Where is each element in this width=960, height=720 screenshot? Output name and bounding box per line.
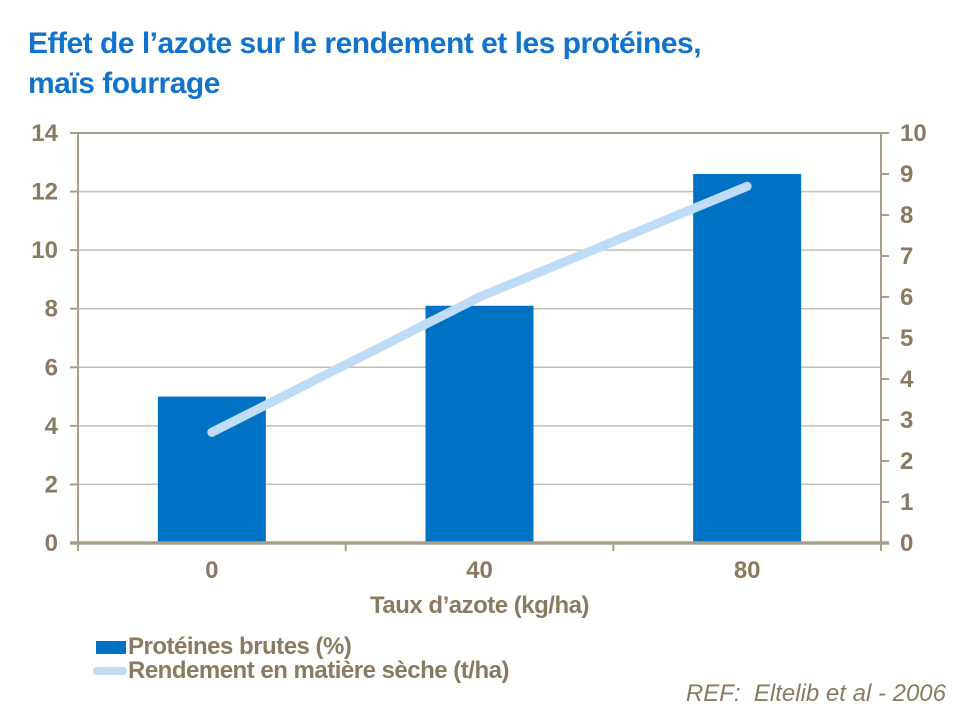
bar-proteines-brutes — [425, 305, 534, 543]
legend-item-proteines: Protéines brutes (%) — [96, 633, 509, 660]
x-axis-tick-label: 0 — [205, 557, 218, 584]
x-axis-tick-label: 40 — [466, 557, 493, 584]
right-axis-tick-label: 7 — [900, 243, 913, 270]
right-axis-tick-label: 0 — [900, 530, 913, 557]
legend: Protéines brutes (%) Rendement en matièr… — [93, 633, 509, 684]
x-axis-title: Taux d’azote (kg/ha) — [370, 592, 589, 619]
left-axis-tick-label: 6 — [45, 354, 58, 381]
legend-bar-swatch — [96, 640, 126, 654]
legend-label-rendement: Rendement en matière sèche (t/ha) — [128, 657, 509, 684]
right-axis-tick-label: 1 — [900, 489, 913, 516]
right-axis-tick-label: 6 — [900, 284, 913, 311]
left-axis-tick-label: 0 — [45, 530, 58, 557]
legend-item-rendement: Rendement en matière sèche (t/ha) — [93, 657, 509, 684]
right-axis-tick-label: 5 — [900, 325, 913, 352]
legend-line-swatch — [93, 667, 127, 675]
chart-title: Effet de l’azote sur le rendement et les… — [28, 24, 702, 104]
left-axis-tick-label: 8 — [45, 296, 58, 323]
rendement-line — [207, 181, 752, 437]
reference-citation: REF: Eltelib et al - 2006 — [685, 680, 946, 707]
chart-title-line-1: Effet de l’azote sur le rendement et les… — [28, 27, 702, 60]
right-axis-tick-label: 3 — [900, 407, 913, 434]
x-axis-tick-label: 80 — [734, 557, 761, 584]
right-axis-tick-label: 4 — [900, 366, 914, 393]
left-axis-tick-label: 12 — [31, 179, 58, 206]
right-axis-tick-label: 10 — [900, 120, 927, 147]
left-axis-tick-label: 10 — [31, 237, 58, 264]
bar-proteines-brutes — [157, 396, 266, 543]
left-axis-tick-label: 14 — [31, 120, 58, 147]
bar-proteines-brutes — [693, 174, 802, 543]
right-axis-tick-label: 8 — [900, 202, 913, 229]
legend-label-proteines: Protéines brutes (%) — [128, 633, 352, 660]
left-axis-tick-label: 2 — [45, 471, 58, 498]
left-axis-tick-label: 4 — [45, 413, 59, 440]
right-axis-tick-label: 9 — [900, 161, 913, 188]
right-axis-tick-label: 2 — [900, 448, 913, 475]
chart-title-line-2: maïs fourrage — [28, 67, 220, 100]
